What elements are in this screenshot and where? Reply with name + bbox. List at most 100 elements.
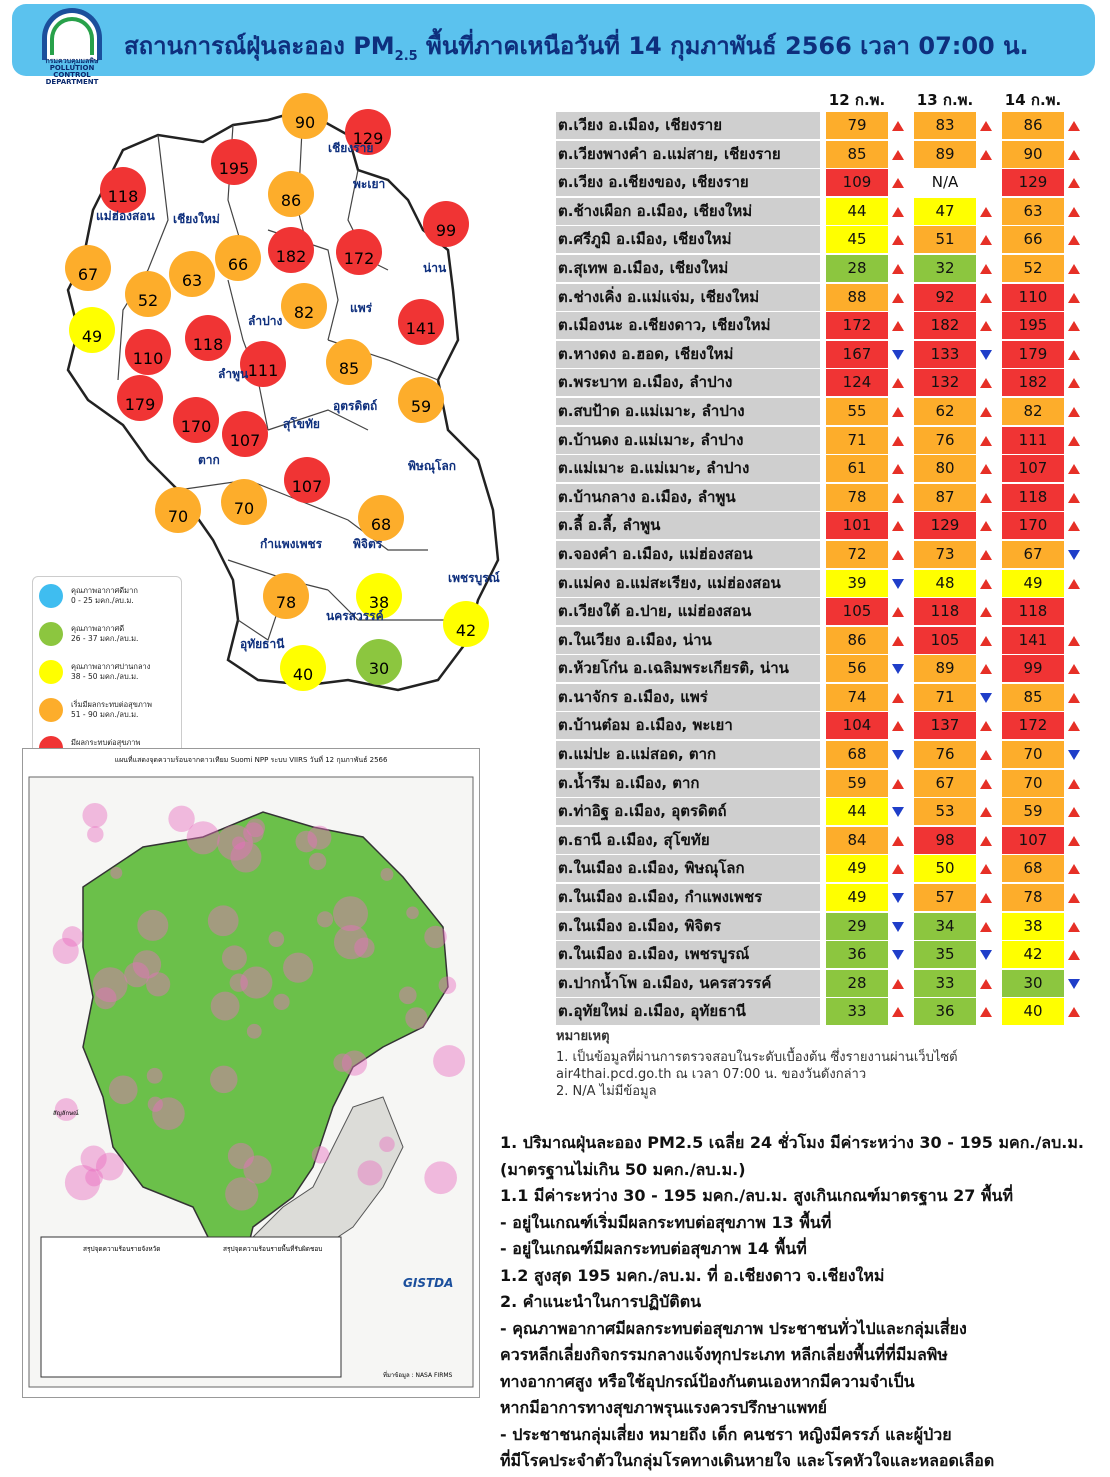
remarks-title: หมายเหตุ [556,1029,610,1044]
hotspot-cluster [308,852,327,871]
pm25-value: 86 [826,626,888,654]
pm25-value: 49 [826,855,888,883]
pm25-value: 92 [914,283,976,311]
pm25-value: 68 [1002,855,1064,883]
trend-up-icon [892,607,904,618]
table-row: ต.ช่างเคิ่ง อ.แม่แจ่ม, เชียงใหม่ 88 92 110 [556,283,1091,313]
pm25-value: 137 [914,712,976,740]
aqi-marker [100,167,146,213]
table-column-header: 12 ก.พ. 13 ก.พ. 14 ก.พ. [556,88,1091,109]
col-date-1: 12 ก.พ. [828,91,886,109]
legend-item: คุณภาพอากาศปานกลาง 38 - 50 มคก./ลบ.ม. [33,653,181,691]
trend-down-icon [892,807,904,818]
trend-up-icon [1068,950,1080,961]
hotspot-cluster [168,805,195,833]
aqi-marker [284,457,330,503]
trend-up-icon [892,321,904,332]
pm25-value: 51 [914,226,976,254]
trend-up-icon [892,435,904,446]
hotspot-cluster [357,1160,383,1186]
aqi-province-map: 90 129 195 86 118 99 182 172 66 63 67 52 82 141 49 110 1… [28,80,508,772]
trend-up-icon [980,492,992,503]
aqi-marker [125,271,171,317]
trend-up-icon [1068,206,1080,217]
trend-up-icon [980,635,992,646]
station-name: ต.ช่างเคิ่ง อ.แม่แจ่ม, เชียงใหม่ [556,283,820,311]
pm25-value: 107 [1002,826,1064,854]
legend-swatch [39,660,63,684]
aqi-marker-value: 182 [276,247,307,266]
pm25-value: 63 [1002,197,1064,225]
aqi-legend: คุณภาพอากาศดีมาก 0 - 25 มคก./ลบ.ม. คุณภาพอ… [32,576,182,772]
station-name: ต.เวียงพางคำ อ.แม่สาย, เชียงราย [556,140,820,168]
aqi-marker [423,201,469,247]
hotspot-cluster [210,991,240,1021]
hotspot-cluster [295,830,318,853]
trend-down-icon [892,750,904,761]
aqi-marker [282,93,328,139]
pm25-value: 105 [914,626,976,654]
summary-line: ที่มีโรคประจำตัวในกลุ่มโรคทางเดินหายใจ แ… [500,1451,995,1470]
pm25-station-table: ต.เวียง อ.เมือง, เชียงราย 79 83 86 ต.เวียงพา… [556,112,1091,1027]
hotspot-cluster [227,1142,254,1169]
table-row: ต.ปากน้ำโพ อ.เมือง, นครสวรรค์ 28 33 30 [556,969,1091,999]
table-row: ต.หางดง อ.ฮอด, เชียงใหม่ 167 133 179 [556,340,1091,370]
pm25-value: 99 [1002,655,1064,683]
station-name: ต.บ้านดง อ.แม่เมาะ, ลำปาง [556,426,820,454]
pm25-value: 98 [914,826,976,854]
trend-up-icon [1068,893,1080,904]
trend-up-icon [980,321,992,332]
legend-item: คุณภาพอากาศดี 26 - 37 มคก./ลบ.ม. [33,615,181,653]
trend-up-icon [892,692,904,703]
table-row: ต.น้ำรึม อ.เมือง, ตาก 59 67 70 [556,769,1091,799]
pm25-value: 66 [1002,226,1064,254]
pm25-value: 59 [1002,798,1064,826]
trend-up-icon [980,464,992,475]
trend-up-icon [980,121,992,131]
aqi-marker-value: 68 [371,515,391,534]
station-name: ต.ในเมือง อ.เมือง, พิจิตร [556,912,820,940]
pm25-value: 104 [826,712,888,740]
pm25-value: 132 [914,369,976,397]
trend-up-icon [980,578,992,589]
trend-up-icon [1068,321,1080,332]
table-row: ต.สุเทพ อ.เมือง, เชียงใหม่ 28 32 52 [556,254,1091,284]
summary-line: - คุณภาพอากาศมีผลกระทบต่อสุขภาพ ประชาชนท… [500,1318,967,1338]
trend-up-icon [892,835,904,846]
pm25-value: 85 [826,140,888,168]
pm25-value: 195 [1002,312,1064,340]
pm25-value: 57 [914,884,976,912]
station-name: ต.แม่เมาะ อ.แม่เมาะ, ลำปาง [556,455,820,483]
aqi-marker-value: 70 [168,507,188,526]
trend-up-icon [980,206,992,217]
province-label: กำแพงเพชร [260,537,323,551]
station-name: ต.สุเทพ อ.เมือง, เชียงใหม่ [556,254,820,282]
pm25-value: 55 [826,397,888,425]
station-name: ต.ธานี อ.เมือง, สุโขทัย [556,826,820,854]
aqi-marker [169,251,215,297]
trend-up-icon [1068,292,1080,303]
aqi-marker-value: 82 [294,303,314,322]
trend-down-icon [1068,549,1080,560]
satellite-map-title: แผนที่แสดงจุดความร้อนจากดาวเทียม Suomi N… [114,756,388,764]
hotspot-cluster [124,962,150,988]
trend-up-icon [980,750,992,761]
province-label: เชียงราย [328,141,373,155]
trend-up-icon [892,263,904,274]
trend-up-icon [980,864,992,875]
aqi-marker [263,573,309,619]
pm25-value: 172 [1002,712,1064,740]
hotspot-cluster [94,987,117,1010]
trend-up-icon [892,121,904,131]
aqi-marker-value: 110 [133,349,164,368]
aqi-marker-value: 129 [353,129,384,148]
aqi-marker [336,229,382,275]
title-banner: กรมควบคุมมลพิษ POLLUTION CONTROL DEPARTM… [12,4,1095,86]
aqi-marker-value: 67 [78,265,98,284]
hotspot-cluster [82,802,108,828]
table-row: ต.บ้านต๋อม อ.เมือง, พะเยา 104 137 172 [556,712,1091,741]
hotspot-cluster [243,1155,272,1184]
pm25-value: 71 [826,426,888,454]
hotspot-map-canvas: สรุปจุดความร้อนรายจังหวัด สรุปจุดความร้อ… [28,776,474,1388]
station-name: ต.ช้างเผือก อ.เมือง, เชียงใหม่ [556,197,820,225]
